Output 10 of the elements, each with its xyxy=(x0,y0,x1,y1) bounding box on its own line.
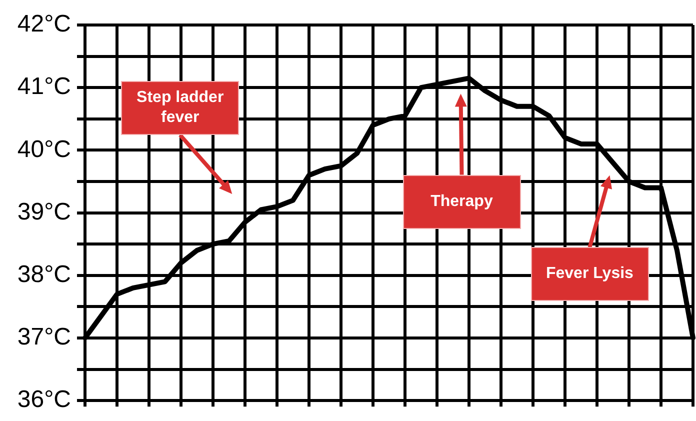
y-tick-label: 38°C xyxy=(17,261,71,288)
y-tick-label: 39°C xyxy=(17,198,71,226)
y-tick-label: 36°C xyxy=(17,386,71,414)
callout-box: Fever Lysis xyxy=(530,247,649,302)
y-tick-label: 41°C xyxy=(17,73,71,100)
callout-box: Therapy xyxy=(402,174,521,229)
y-tick-label: 42°C xyxy=(17,10,71,38)
callout-box: Step ladder fever xyxy=(121,81,240,136)
y-tick-label: 40°C xyxy=(17,136,71,163)
y-tick-label: 37°C xyxy=(17,324,71,351)
